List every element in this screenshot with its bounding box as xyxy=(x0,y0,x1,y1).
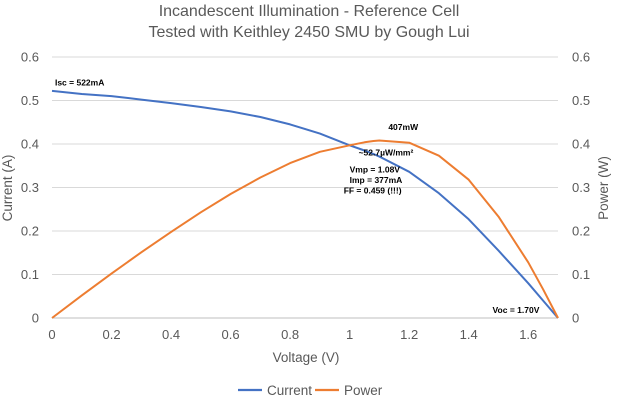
series-lines xyxy=(51,89,559,319)
annotation-label: Voc = 1.70V xyxy=(493,305,540,315)
y-right-tick-label: 0.1 xyxy=(572,267,590,282)
y-left-tick-label: 0 xyxy=(32,311,39,326)
legend-label-current: Current xyxy=(267,383,312,398)
gridlines xyxy=(52,56,558,319)
x-tick-label: 1 xyxy=(346,327,353,342)
legend-label-power: Power xyxy=(344,383,383,398)
annotation-label: Isc = 522mA xyxy=(55,77,104,87)
series-line-current xyxy=(51,89,559,319)
y-right-tick-label: 0.2 xyxy=(572,224,590,239)
x-axis-ticks: 0 0.2 0.4 0.6 0.8 1 1.2 1.4 1.6 xyxy=(48,327,537,342)
x-axis-label: Voltage (V) xyxy=(273,350,340,365)
y-right-tick-label: 0.3 xyxy=(572,180,590,195)
legend: Current Power xyxy=(238,383,383,398)
y-axis-right-ticks: 0 0.1 0.2 0.3 0.4 0.5 0.6 xyxy=(572,50,590,326)
y-left-tick-label: 0.5 xyxy=(21,93,39,108)
chart-title: Incandescent Illumination - Reference Ce… xyxy=(159,3,460,20)
y-axis-left-ticks: 0 0.1 0.2 0.3 0.4 0.5 0.6 xyxy=(21,50,39,326)
y-axis-right-label: Power (W) xyxy=(596,156,611,220)
y-left-tick-label: 0.4 xyxy=(21,137,39,152)
y-left-tick-label: 0.3 xyxy=(21,180,39,195)
x-tick-label: 1.4 xyxy=(460,327,478,342)
y-left-tick-label: 0.6 xyxy=(21,50,39,65)
series-line-power xyxy=(51,139,559,319)
chart-subtitle: Tested with Keithley 2450 SMU by Gough L… xyxy=(148,24,469,41)
x-tick-label: 0.6 xyxy=(222,327,240,342)
x-tick-label: 0 xyxy=(48,327,55,342)
x-tick-label: 0.2 xyxy=(102,327,120,342)
x-tick-label: 0.8 xyxy=(281,327,299,342)
y-right-tick-label: 0.4 xyxy=(572,137,590,152)
y-left-tick-label: 0.1 xyxy=(21,267,39,282)
x-tick-label: 1.2 xyxy=(400,327,418,342)
y-right-tick-label: 0 xyxy=(572,311,579,326)
annotations: Isc = 522mA 407mW ~52.7µW/mm² Vmp = 1.08VIm… xyxy=(55,77,540,315)
y-right-tick-label: 0.6 xyxy=(572,50,590,65)
annotation-label: FF = 0.459 (!!!) xyxy=(344,186,402,196)
y-left-tick-label: 0.2 xyxy=(21,224,39,239)
annotation-label: 407mW xyxy=(388,122,419,132)
annotation-label: Vmp = 1.08V xyxy=(350,165,401,175)
y-axis-left-label: Current (A) xyxy=(0,155,15,222)
annotation-label: Imp = 377mA xyxy=(350,175,403,185)
x-tick-label: 0.4 xyxy=(162,327,180,342)
y-right-tick-label: 0.5 xyxy=(572,93,590,108)
x-tick-label: 1.6 xyxy=(519,327,537,342)
annotation-label: ~52.7µW/mm² xyxy=(359,147,414,157)
